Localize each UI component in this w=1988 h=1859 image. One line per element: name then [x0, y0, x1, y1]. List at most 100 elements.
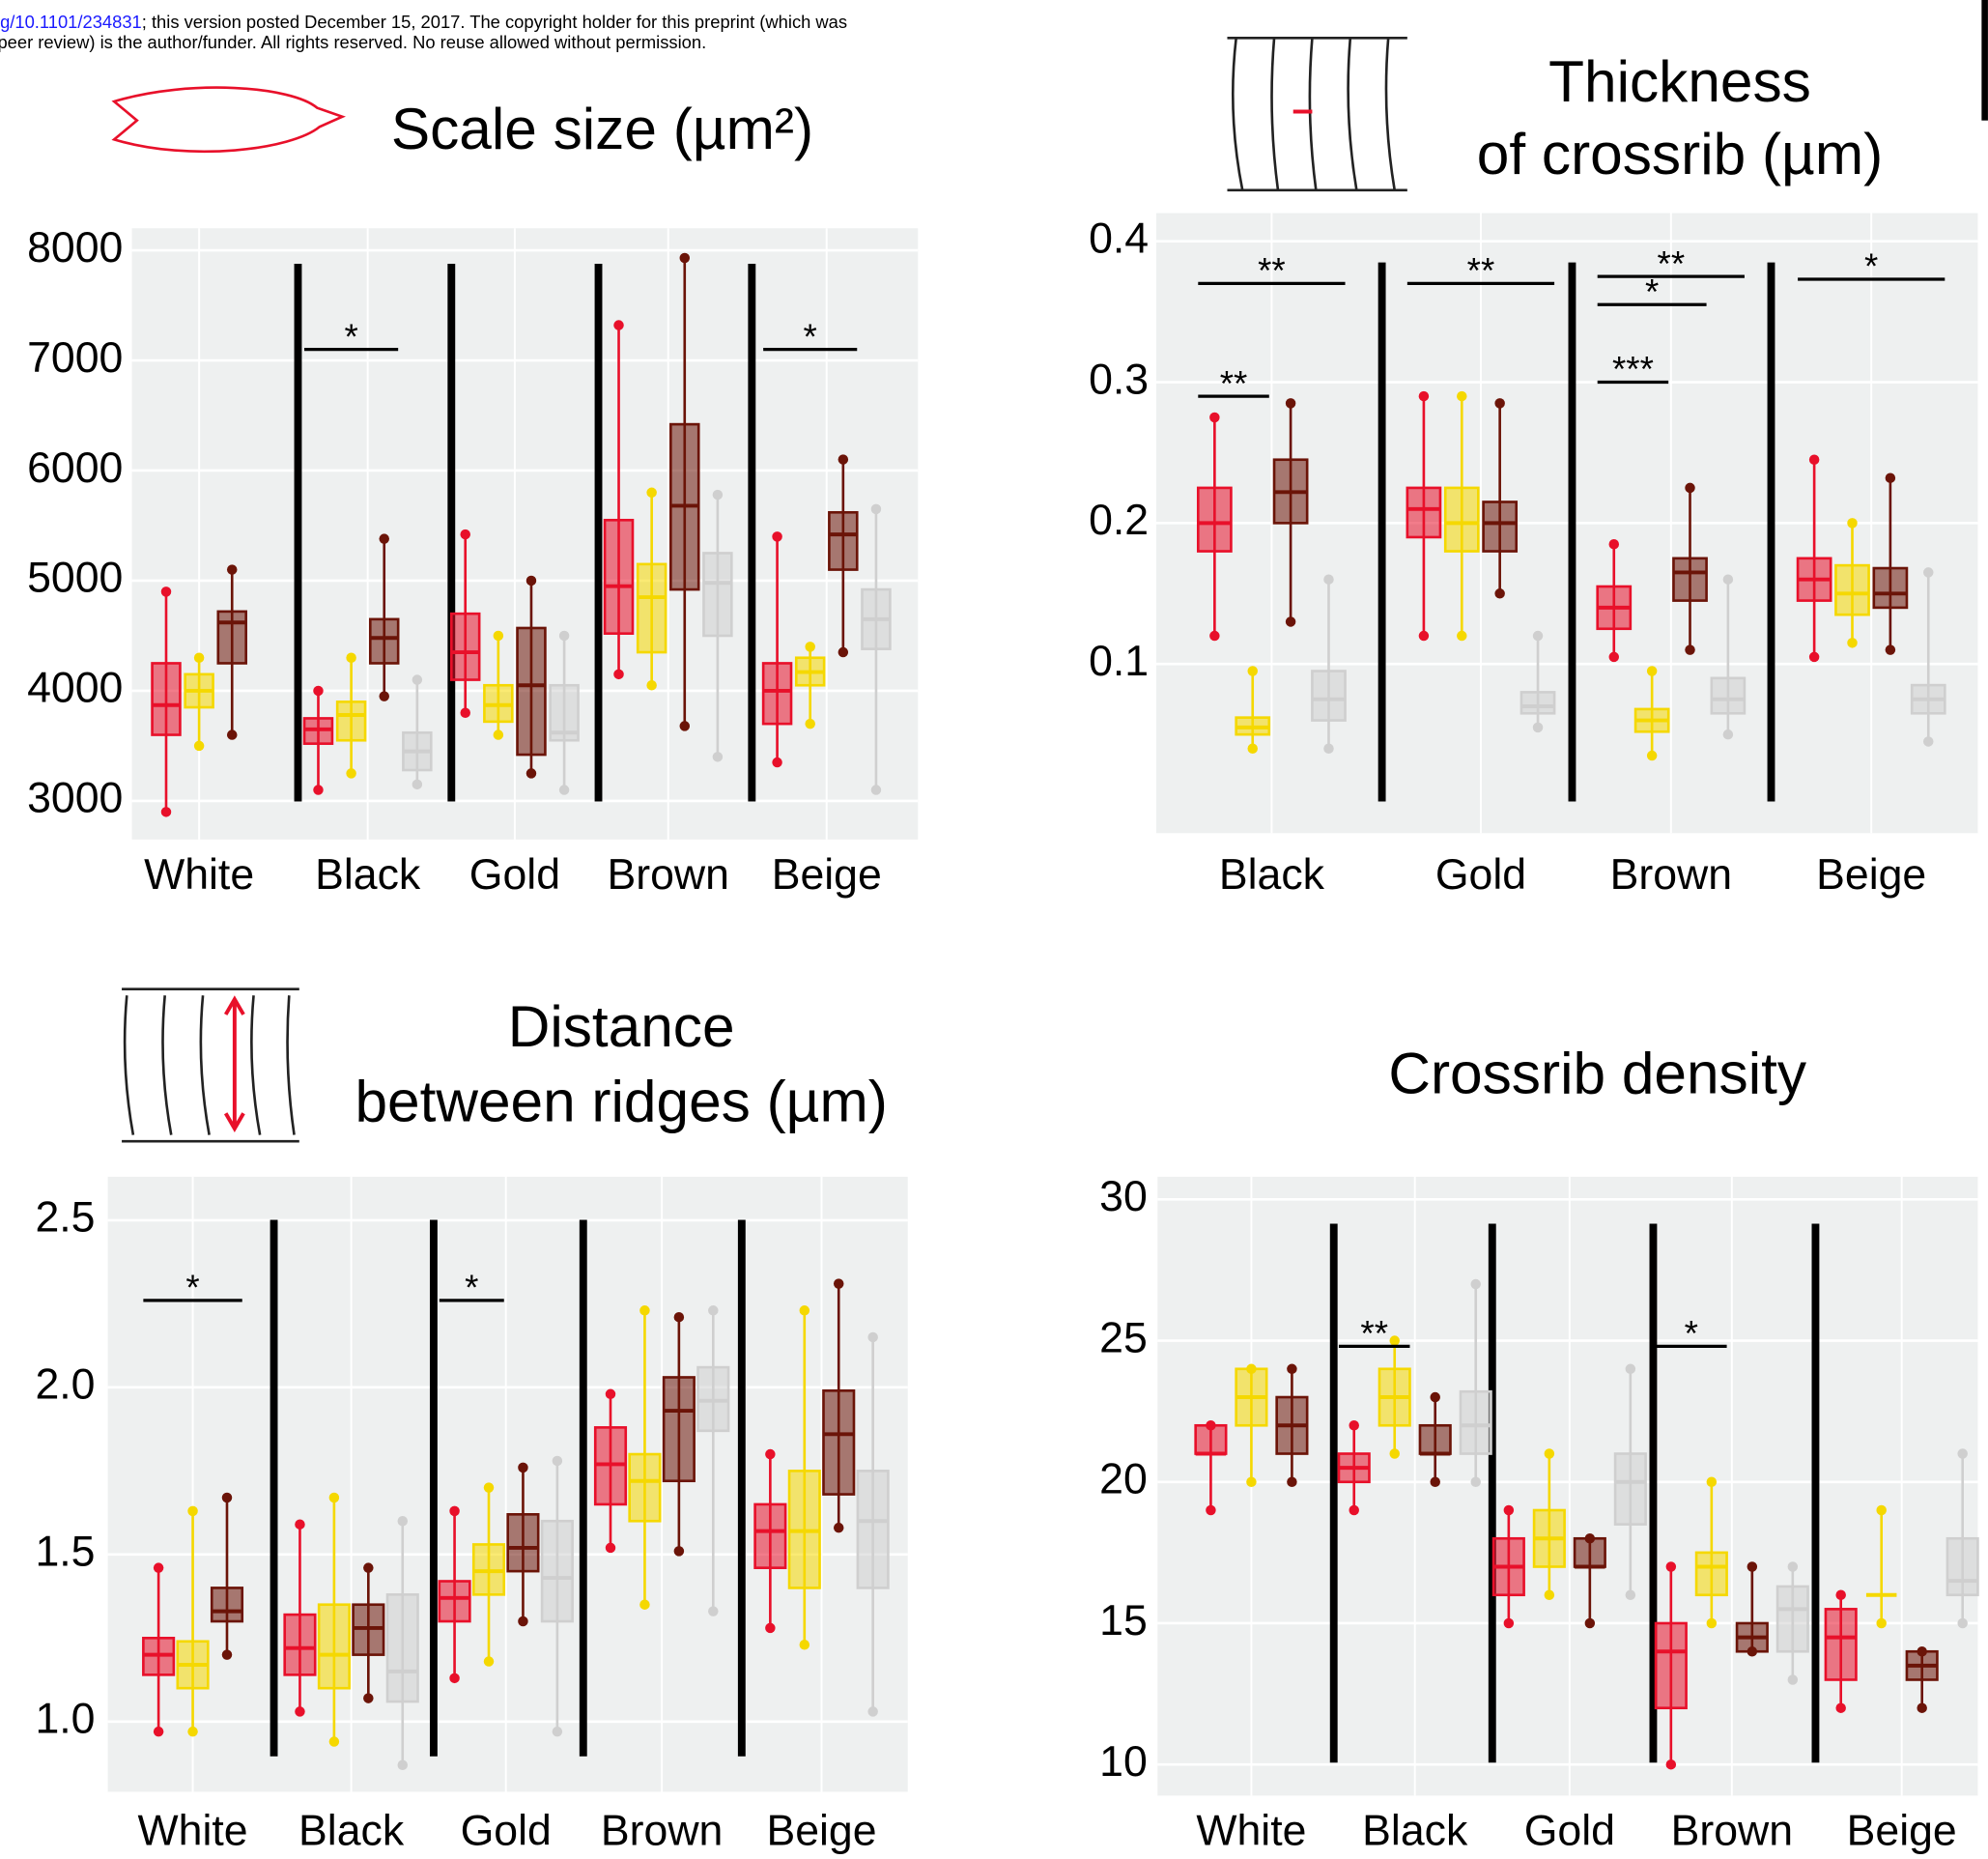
whisker-end-point — [1419, 391, 1429, 401]
whisker-end-point — [363, 1693, 373, 1702]
whisker-end-point — [1917, 1702, 1926, 1712]
significance-label: * — [1864, 246, 1878, 286]
whisker-end-point — [1626, 1364, 1635, 1374]
y-tick-label: 0.3 — [1089, 356, 1149, 403]
x-tick-label: Beige — [766, 1808, 876, 1855]
whisker-end-point — [363, 1562, 373, 1572]
whisker-end-point — [1323, 743, 1333, 753]
box — [153, 663, 181, 734]
crossrib-icon — [1225, 20, 1410, 203]
whisker-end-point — [838, 647, 848, 657]
scale-icon — [114, 88, 342, 152]
whisker-end-point — [1246, 1477, 1256, 1487]
box — [1484, 501, 1517, 551]
whisker-end-point — [1504, 1505, 1514, 1515]
whisker-end-point — [1788, 1674, 1798, 1684]
x-tick-label: Black — [1362, 1808, 1468, 1855]
box — [285, 1615, 315, 1674]
box — [370, 619, 398, 664]
whisker-end-point — [329, 1736, 339, 1746]
plot-panel — [1157, 1177, 1977, 1795]
whisker-end-point — [772, 531, 781, 541]
significance-label: * — [1685, 1314, 1698, 1354]
box — [542, 1521, 572, 1621]
whisker-end-point — [1457, 631, 1466, 641]
whisker-end-point — [1707, 1477, 1717, 1487]
whisker-end-point — [379, 691, 388, 701]
whisker-end-point — [1809, 652, 1819, 662]
x-tick-label: Gold — [1524, 1808, 1615, 1855]
whisker-end-point — [1723, 729, 1733, 739]
whisker-end-point — [1886, 472, 1895, 482]
whisker-end-point — [1609, 652, 1619, 662]
x-tick-label: Brown — [1671, 1808, 1793, 1855]
whisker-end-point — [1886, 644, 1895, 654]
whisker-end-point — [1917, 1646, 1926, 1656]
whisker-end-point — [1470, 1279, 1480, 1289]
whisker-end-point — [346, 768, 355, 778]
whisker-end-point — [227, 729, 237, 739]
whisker-end-point — [1666, 1759, 1676, 1769]
ridges-icon — [122, 989, 299, 1141]
whisker-end-point — [871, 785, 881, 794]
box — [1521, 692, 1554, 713]
box — [1461, 1391, 1491, 1453]
box — [218, 612, 246, 664]
edge-bar — [1981, 0, 1988, 121]
whisker-end-point — [1626, 1589, 1635, 1599]
box — [1420, 1425, 1450, 1453]
whisker-end-point — [1957, 1448, 1967, 1458]
whisker-end-point — [765, 1623, 775, 1633]
whisker-end-point — [412, 780, 422, 789]
x-tick-label: Black — [1219, 851, 1325, 899]
whisker-end-point — [494, 729, 503, 739]
x-tick-label: Black — [298, 1808, 405, 1855]
x-tick-label: White — [144, 851, 254, 899]
whisker-end-point — [161, 586, 171, 596]
chart-title: Distance — [508, 993, 735, 1059]
y-tick-label: 20 — [1099, 1456, 1148, 1503]
x-tick-label: White — [138, 1808, 248, 1855]
whisker-end-point — [379, 533, 388, 543]
whisker-end-point — [713, 752, 723, 761]
box — [518, 628, 546, 755]
whisker-end-point — [329, 1493, 339, 1502]
x-tick-label: Beige — [1816, 851, 1926, 899]
whisker-end-point — [1809, 454, 1819, 464]
box — [755, 1504, 785, 1568]
whisker-end-point — [805, 642, 814, 651]
significance-label: ** — [1658, 243, 1686, 283]
chart-title: of crossrib (µm) — [1477, 121, 1883, 186]
box — [823, 1390, 853, 1494]
whisker-end-point — [1647, 751, 1657, 760]
whisker-end-point — [867, 1706, 877, 1716]
whisker-end-point — [1457, 391, 1466, 401]
whisker-end-point — [187, 1506, 197, 1516]
whisker-end-point — [646, 680, 656, 690]
box — [212, 1587, 241, 1621]
y-tick-label: 10 — [1099, 1738, 1148, 1786]
whisker-end-point — [559, 631, 569, 641]
box — [1777, 1587, 1807, 1651]
chart-title: between ridges (µm) — [355, 1068, 887, 1133]
x-tick-label: Gold — [461, 1808, 552, 1855]
header-line: peer review) is the author/funder. All r… — [0, 32, 706, 52]
whisker-end-point — [1545, 1448, 1554, 1458]
whisker-end-point — [526, 576, 536, 586]
box — [1696, 1553, 1726, 1595]
y-tick-label: 15 — [1099, 1597, 1148, 1644]
whisker-end-point — [1209, 413, 1219, 422]
whisker-end-point — [708, 1305, 718, 1315]
whisker-end-point — [1723, 574, 1733, 584]
whisker-end-point — [639, 1305, 649, 1315]
x-tick-label: Brown — [601, 1808, 723, 1855]
whisker-end-point — [1247, 666, 1257, 675]
box — [1712, 678, 1745, 713]
box — [440, 1582, 469, 1622]
whisker-end-point — [871, 504, 881, 514]
y-tick-label: 2.5 — [35, 1194, 95, 1242]
box — [1656, 1623, 1686, 1708]
whisker-end-point — [1747, 1561, 1757, 1571]
whisker-end-point — [1206, 1420, 1215, 1430]
whisker-end-point — [1389, 1448, 1399, 1458]
